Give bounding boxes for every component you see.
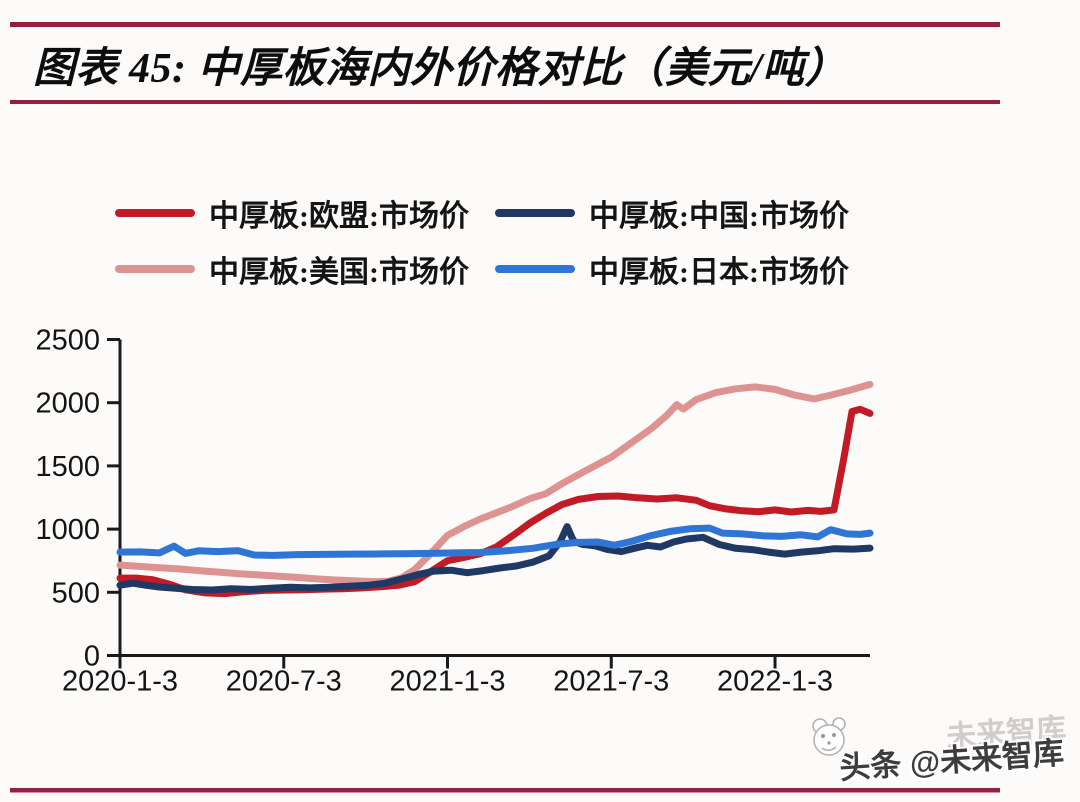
legend-swatch-icon xyxy=(115,265,195,273)
footer-rule xyxy=(10,788,1000,792)
x-tick-label: 2022-1-3 xyxy=(717,666,833,698)
legend-item: 中厚板:日本:市场价 xyxy=(495,250,849,289)
y-tick-label: 2500 xyxy=(35,325,100,357)
watermark-text: 头条 @未来智库 xyxy=(838,727,1065,788)
price-line xyxy=(116,524,874,559)
chart-title: 图表 45: 中厚板海内外价格对比（美元/吨） xyxy=(33,46,848,92)
legend-swatch-icon xyxy=(495,265,575,273)
price-line xyxy=(116,380,874,586)
watermark-prefix: 头条 xyxy=(838,746,903,786)
legend-swatch-icon xyxy=(495,209,575,217)
legend-label: 中厚板:美国:市场价 xyxy=(209,256,469,289)
watermark: 未来智库 头条 @未来智库 xyxy=(740,708,1070,786)
series-line-1 xyxy=(116,523,874,594)
series-line-2 xyxy=(116,380,874,586)
legend-item: 中厚板:欧盟:市场价 xyxy=(115,194,495,233)
x-tick-label: 2021-1-3 xyxy=(389,666,505,698)
title-rule-bottom xyxy=(10,100,1000,104)
y-tick-label: 0 xyxy=(84,641,100,673)
y-tick-label: 1500 xyxy=(35,451,100,483)
legend-item: 中厚板:美国:市场价 xyxy=(115,250,495,289)
legend-item: 中厚板:中国:市场价 xyxy=(495,194,849,233)
y-tick-label: 1000 xyxy=(35,514,100,546)
y-tick-label: 2000 xyxy=(35,388,100,420)
title-rule-top xyxy=(10,22,1000,27)
legend-label: 中厚板:日本:市场价 xyxy=(589,256,849,289)
series-line-3 xyxy=(116,524,874,559)
price-line xyxy=(116,523,874,594)
watermark-handle: @未来智库 xyxy=(908,735,1066,781)
x-tick-label: 2021-7-3 xyxy=(553,666,669,698)
panda-logo-icon xyxy=(812,717,846,756)
legend-label: 中厚板:欧盟:市场价 xyxy=(209,200,469,233)
axes: 0 500 1000 1500 2000 2500 2020-1-3 2020-7-3 2021… xyxy=(35,325,870,698)
chart-legend: 中厚板:欧盟:市场价 中厚板:中国:市场价中厚板:美国:市场价 中厚板:日本:市场价 xyxy=(115,194,849,289)
x-tick-label: 2020-1-3 xyxy=(62,666,178,698)
legend-label: 中厚板:中国:市场价 xyxy=(589,200,849,233)
y-tick-label: 500 xyxy=(52,577,100,609)
x-tick-label: 2020-7-3 xyxy=(226,666,342,698)
legend-swatch-icon xyxy=(115,209,195,217)
